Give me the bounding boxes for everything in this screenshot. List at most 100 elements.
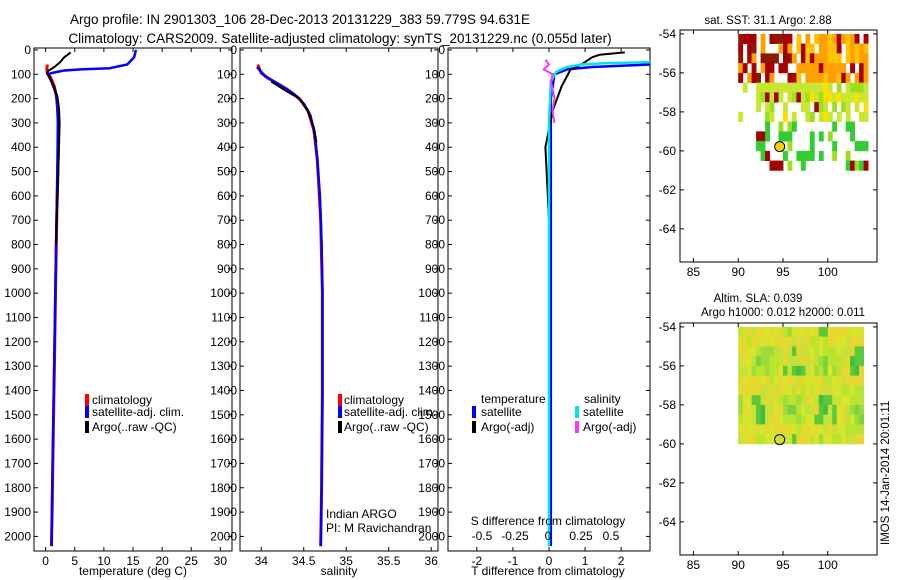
sla-cell bbox=[832, 336, 838, 347]
sla-cell bbox=[742, 404, 748, 415]
sst-cell bbox=[778, 160, 784, 171]
x-tick-label: 5 bbox=[71, 554, 78, 568]
x-tick-label: 2 bbox=[618, 554, 625, 568]
sst-cell bbox=[756, 141, 761, 152]
sst-cell bbox=[845, 121, 851, 132]
sla-cell bbox=[774, 346, 779, 357]
sla-cell bbox=[800, 346, 806, 357]
sla-cell bbox=[827, 336, 833, 347]
sst-cell bbox=[765, 121, 770, 132]
sla-cell bbox=[859, 404, 864, 415]
sst-cell bbox=[769, 160, 775, 171]
sst-cell bbox=[845, 33, 851, 44]
sst-cell bbox=[850, 131, 855, 142]
sla-cell bbox=[769, 375, 775, 386]
sst-cell bbox=[850, 160, 855, 171]
sst-cell bbox=[751, 53, 757, 64]
sla-cell bbox=[832, 365, 838, 376]
depth-tick-label: 400 bbox=[217, 140, 237, 154]
depth-tick-label: 500 bbox=[217, 165, 237, 179]
sla-cell bbox=[760, 365, 766, 376]
sla-cell bbox=[742, 346, 748, 357]
sla-cell bbox=[836, 326, 842, 337]
sla-cell bbox=[854, 385, 860, 396]
sla-cell bbox=[823, 424, 829, 435]
sla-cell bbox=[800, 424, 806, 435]
depth-tick-label: 600 bbox=[425, 189, 445, 203]
sla-cell bbox=[850, 326, 855, 337]
sla-cell bbox=[791, 365, 797, 376]
sla-cell bbox=[809, 336, 815, 347]
sst-cell bbox=[809, 43, 815, 54]
x-tick-label: 1 bbox=[582, 554, 589, 568]
sst-cell bbox=[783, 150, 788, 161]
sst-cell bbox=[809, 141, 815, 152]
depth-tick-label: 1800 bbox=[210, 481, 237, 495]
sla-cell bbox=[783, 424, 788, 435]
sst-cell bbox=[765, 92, 770, 103]
x-tick-label: 30 bbox=[214, 554, 228, 568]
x-tick-label: -2 bbox=[472, 554, 483, 568]
sst-cell bbox=[751, 33, 757, 44]
sst-cell bbox=[765, 72, 770, 83]
sla-cell bbox=[783, 365, 788, 376]
sst-cell bbox=[827, 43, 833, 54]
sla-cell bbox=[845, 385, 851, 396]
map-x-tick-label: 100 bbox=[818, 558, 838, 572]
sla-cell bbox=[845, 375, 851, 386]
sst-cell bbox=[760, 141, 766, 152]
legend-label-temp-satellite: satellite bbox=[481, 405, 522, 419]
sla-cell bbox=[845, 346, 851, 357]
sla-cell bbox=[738, 424, 744, 435]
sst-cell bbox=[783, 131, 788, 142]
sla-cell bbox=[738, 375, 744, 386]
sst-cell bbox=[836, 33, 842, 44]
sst-cell bbox=[814, 102, 820, 113]
depth-tick-label: 1600 bbox=[4, 432, 31, 446]
sst-cell bbox=[765, 102, 770, 113]
sst-cell bbox=[765, 63, 770, 74]
sla-cell bbox=[841, 414, 847, 425]
sla-cell bbox=[818, 326, 824, 337]
sla-cell bbox=[787, 356, 793, 367]
sla-cell bbox=[756, 326, 761, 337]
sst-cell bbox=[787, 72, 793, 83]
sla-cell bbox=[751, 336, 757, 347]
sst-cell bbox=[756, 92, 761, 103]
sla-cell bbox=[805, 404, 811, 415]
sla-cell bbox=[783, 404, 788, 415]
sla-cell bbox=[809, 346, 815, 357]
depth-tick-label: 800 bbox=[425, 238, 445, 252]
sla-cell bbox=[765, 385, 770, 396]
sst-cell bbox=[796, 43, 802, 54]
sst-cell bbox=[845, 72, 851, 83]
depth-tick-label: 1200 bbox=[210, 335, 237, 349]
salinity-difference-tick-label: -0.5 bbox=[472, 529, 493, 543]
legend-swatch-climatology bbox=[85, 394, 89, 406]
sst-cell bbox=[823, 63, 829, 74]
sst-cell bbox=[800, 102, 806, 113]
sla-cell bbox=[774, 385, 779, 396]
sla-cell bbox=[814, 424, 820, 435]
sla-cell bbox=[791, 434, 797, 445]
sla-cell bbox=[787, 434, 793, 445]
legend-label-climatology: climatology bbox=[92, 393, 152, 407]
depth-tick-label: 900 bbox=[217, 262, 237, 276]
sla-cell bbox=[769, 434, 775, 445]
depth-tick-label: 1000 bbox=[4, 286, 31, 300]
sst-cell bbox=[774, 33, 779, 44]
sst-cell bbox=[800, 82, 806, 93]
sst-cell bbox=[841, 102, 847, 113]
sst-cell bbox=[814, 63, 820, 74]
legend-label-temp-argo: Argo(-adj) bbox=[481, 420, 534, 434]
sla-cell bbox=[818, 356, 824, 367]
sst-cell bbox=[783, 82, 788, 93]
sst-cell bbox=[778, 33, 784, 44]
sst-cell bbox=[859, 82, 864, 93]
sla-cell bbox=[756, 404, 761, 415]
depth-tick-label: 1500 bbox=[210, 408, 237, 422]
depth-tick-label: 600 bbox=[217, 189, 237, 203]
sla-cell bbox=[778, 375, 784, 386]
sst-cell bbox=[787, 121, 793, 132]
sla-cell bbox=[836, 346, 842, 357]
